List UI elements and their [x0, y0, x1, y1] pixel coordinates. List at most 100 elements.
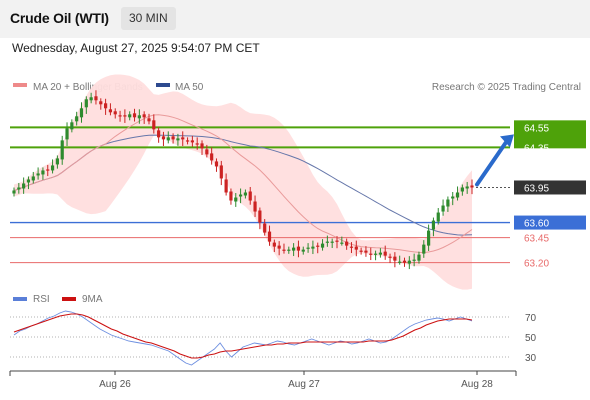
candle-body [460, 187, 464, 192]
candle-body [258, 210, 262, 223]
candle-body [340, 242, 344, 244]
report-datetime: Wednesday, August 27, 2025 9:54:07 PM CE… [12, 41, 260, 55]
candle-body [441, 205, 445, 212]
candle-body [345, 241, 349, 246]
candle-body [451, 196, 455, 199]
candle-body [46, 169, 50, 171]
candle-body [325, 241, 329, 243]
moving-averages [13, 114, 473, 254]
candle-body [108, 109, 113, 113]
candle-body [349, 246, 354, 248]
forecast-arrow-shaft [475, 137, 510, 187]
bollinger-band [14, 74, 472, 290]
candle-body [369, 253, 373, 255]
candle-body [292, 247, 296, 251]
level-label-63.60: 63.60 [524, 219, 549, 230]
candle-body [335, 240, 339, 242]
rsi-legend-label: RSI [33, 294, 50, 305]
candle-body [470, 185, 474, 188]
rsi-tick-70: 70 [525, 313, 537, 324]
ma20-legend-label: MA 20 + Bollinger Bands [33, 82, 143, 93]
rsi-ma-legend-swatch [62, 297, 76, 301]
rsi-legend-swatch [13, 297, 27, 301]
candle-body [219, 165, 223, 179]
ma20-line [13, 114, 473, 254]
candle-body [412, 259, 416, 261]
candle-body [436, 212, 440, 222]
candle-body [132, 113, 137, 118]
candle-body [248, 191, 252, 201]
candle-body [431, 220, 436, 230]
candle-body [287, 249, 291, 251]
candle-body [320, 243, 325, 248]
candle-body [422, 244, 426, 254]
candle-body [181, 137, 185, 140]
candle-body [185, 140, 190, 142]
rsi-ma-line [13, 313, 473, 359]
candle-body [234, 197, 238, 202]
candle-body [253, 201, 257, 212]
candle-body [157, 130, 161, 138]
level-label-63.20: 63.20 [524, 259, 549, 270]
level-labels: 64.55 64.35 63.95 63.60 63.45 63.20 [514, 120, 586, 270]
ma20-legend-swatch [13, 83, 27, 87]
candle-body [393, 256, 397, 261]
candle-body [171, 136, 175, 140]
forecast-arrow-head [500, 134, 514, 148]
level-label-64.35: 64.35 [524, 143, 549, 154]
candle-body [388, 256, 392, 258]
candle-body [210, 153, 214, 161]
candles [12, 90, 474, 270]
candle-body [417, 254, 421, 261]
header-bar: Crude Oil (WTI) 30 MIN [0, 0, 590, 38]
candle-body [26, 179, 31, 183]
candle-body [402, 260, 407, 263]
candle-body [238, 194, 243, 197]
rsi-tick-50: 50 [525, 333, 537, 344]
candle-body [89, 97, 93, 101]
candle-body [190, 140, 194, 143]
x-tick-label: Aug 28 [461, 379, 493, 390]
level-label-box-63.60 [514, 215, 586, 230]
candle-body [128, 114, 132, 118]
candle-body [229, 191, 233, 201]
candle-body [60, 140, 64, 160]
candle-body [41, 170, 45, 175]
candle-body [330, 241, 334, 243]
timeframe-badge[interactable]: 30 MIN [121, 7, 176, 30]
ma50-legend-swatch [156, 83, 170, 87]
candle-body [465, 186, 469, 189]
candle-body [306, 247, 310, 249]
candle-body [147, 118, 151, 122]
candle-body [31, 176, 35, 181]
x-axis-labels: Aug 26 Aug 27 Aug 28 [99, 371, 493, 390]
candle-body [301, 249, 305, 252]
candle-body [200, 143, 204, 149]
candle-body [214, 161, 219, 167]
candle-body [75, 116, 79, 122]
ma50-legend-label: MA 50 [175, 82, 204, 93]
candle-body [113, 111, 117, 115]
candle-body [272, 242, 276, 247]
candle-body [359, 250, 363, 252]
candle-body [383, 251, 387, 256]
research-credit: Research © 2025 Trading Central [432, 82, 581, 93]
level-label-box-63.95 [514, 180, 586, 195]
candle-body [364, 250, 368, 253]
level-label-63.45: 63.45 [524, 234, 549, 245]
candle-body [161, 136, 166, 140]
candle-body [407, 260, 411, 264]
level-label-63.95: 63.95 [524, 183, 549, 194]
forecast-arrow [475, 134, 514, 187]
candle-body [311, 246, 315, 249]
candle-body [22, 183, 26, 189]
candle-body [12, 190, 16, 194]
candle-body [36, 173, 40, 176]
candle-body [205, 149, 209, 155]
candle-body [354, 246, 358, 250]
candle-body [316, 245, 320, 247]
candle-body [118, 115, 122, 117]
candle-body [427, 230, 431, 246]
resistance-label-box [514, 120, 586, 149]
candle-body [263, 223, 267, 233]
